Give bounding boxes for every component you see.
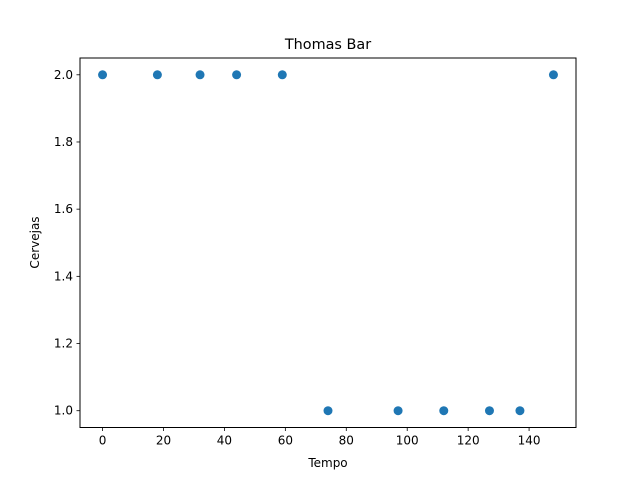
y-axis-label: Cervejas: [28, 216, 42, 268]
chart-title: Thomas Bar: [284, 37, 371, 53]
scatter-point: [98, 70, 108, 80]
x-tick-label: 80: [339, 434, 354, 448]
scatter-point: [548, 70, 558, 80]
y-tick-label: 1.6: [54, 202, 73, 216]
y-tick-label: 2.0: [54, 68, 73, 82]
plot-frame: [79, 57, 577, 428]
scatter-point: [393, 406, 403, 416]
x-axis-label: Tempo: [307, 456, 347, 470]
y-tick-label: 1.8: [54, 135, 73, 149]
scatter-point: [323, 406, 333, 416]
scatter-point: [515, 406, 525, 416]
data-points: [98, 70, 558, 416]
scatter-point: [484, 406, 494, 416]
x-tick-label: 140: [518, 434, 541, 448]
x-tick-label: 60: [278, 434, 293, 448]
x-tick-label: 20: [156, 434, 171, 448]
y-axis-ticks: 1.0 1.2 1.4 1.6 1.8 2.0: [54, 68, 80, 418]
scatter-point: [195, 70, 205, 80]
y-tick-label: 1.0: [54, 404, 73, 418]
x-tick-label: 0: [99, 434, 107, 448]
x-tick-label: 100: [396, 434, 419, 448]
y-tick-label: 1.4: [54, 269, 73, 283]
scatter-point: [152, 70, 162, 80]
x-tick-label: 120: [457, 434, 480, 448]
y-tick-label: 1.2: [54, 337, 73, 351]
scatter-point: [277, 70, 287, 80]
x-axis-ticks: 0 20 40 60 80 100 120 140: [99, 427, 541, 448]
x-tick-label: 40: [217, 434, 232, 448]
scatter-point: [232, 70, 242, 80]
scatter-point: [439, 406, 449, 416]
